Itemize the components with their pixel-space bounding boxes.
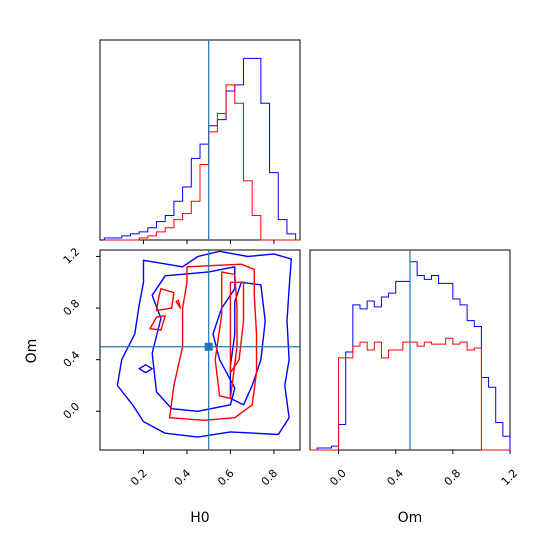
contour-frame <box>99 249 301 451</box>
hist-h0-panel <box>103 40 300 241</box>
x-axis-label-h0: H0 <box>190 510 209 526</box>
histogram-step-series_a <box>310 261 511 451</box>
x-axis-label-om: Om <box>398 510 423 526</box>
contour-line-series_b <box>149 315 166 331</box>
x-tick-label: 0.8 <box>442 467 464 489</box>
x-tick-label: 0.0 <box>327 467 349 489</box>
x-tick-label: 0.8 <box>259 467 281 489</box>
contour-line-series_b <box>175 299 182 309</box>
contour-line-series_b <box>214 271 238 400</box>
hist-om-panel <box>310 250 511 451</box>
contour-line-series_b <box>155 288 175 312</box>
y-tick-label: 0.8 <box>61 297 83 319</box>
contour-line-series_a <box>138 364 153 374</box>
y-tick-label: 0.4 <box>61 348 83 370</box>
y-tick-label: 1.2 <box>61 245 83 267</box>
contour-line-series_a <box>151 266 236 412</box>
contour-line-series_b <box>168 263 258 421</box>
y-axis-label-om: Om <box>24 339 40 364</box>
histogram-step-series_a <box>103 57 300 241</box>
y-tick-label: 0.0 <box>61 400 83 422</box>
contour-panel <box>100 250 300 450</box>
x-tick-label: 1.2 <box>499 467 521 489</box>
contour-line-series_a <box>116 250 292 438</box>
contour-line-series_a <box>229 281 266 406</box>
truth-marker <box>204 342 213 351</box>
x-tick-label: 0.4 <box>172 467 194 489</box>
histogram-step-series_b <box>310 337 510 451</box>
hist-h0-frame <box>99 39 301 241</box>
x-tick-label: 0.6 <box>215 467 237 489</box>
histogram-step-series_b <box>104 84 300 241</box>
x-tick-label: 0.4 <box>384 467 406 489</box>
contour-line-series_b <box>229 281 245 374</box>
x-tick-label: 0.2 <box>128 467 150 489</box>
